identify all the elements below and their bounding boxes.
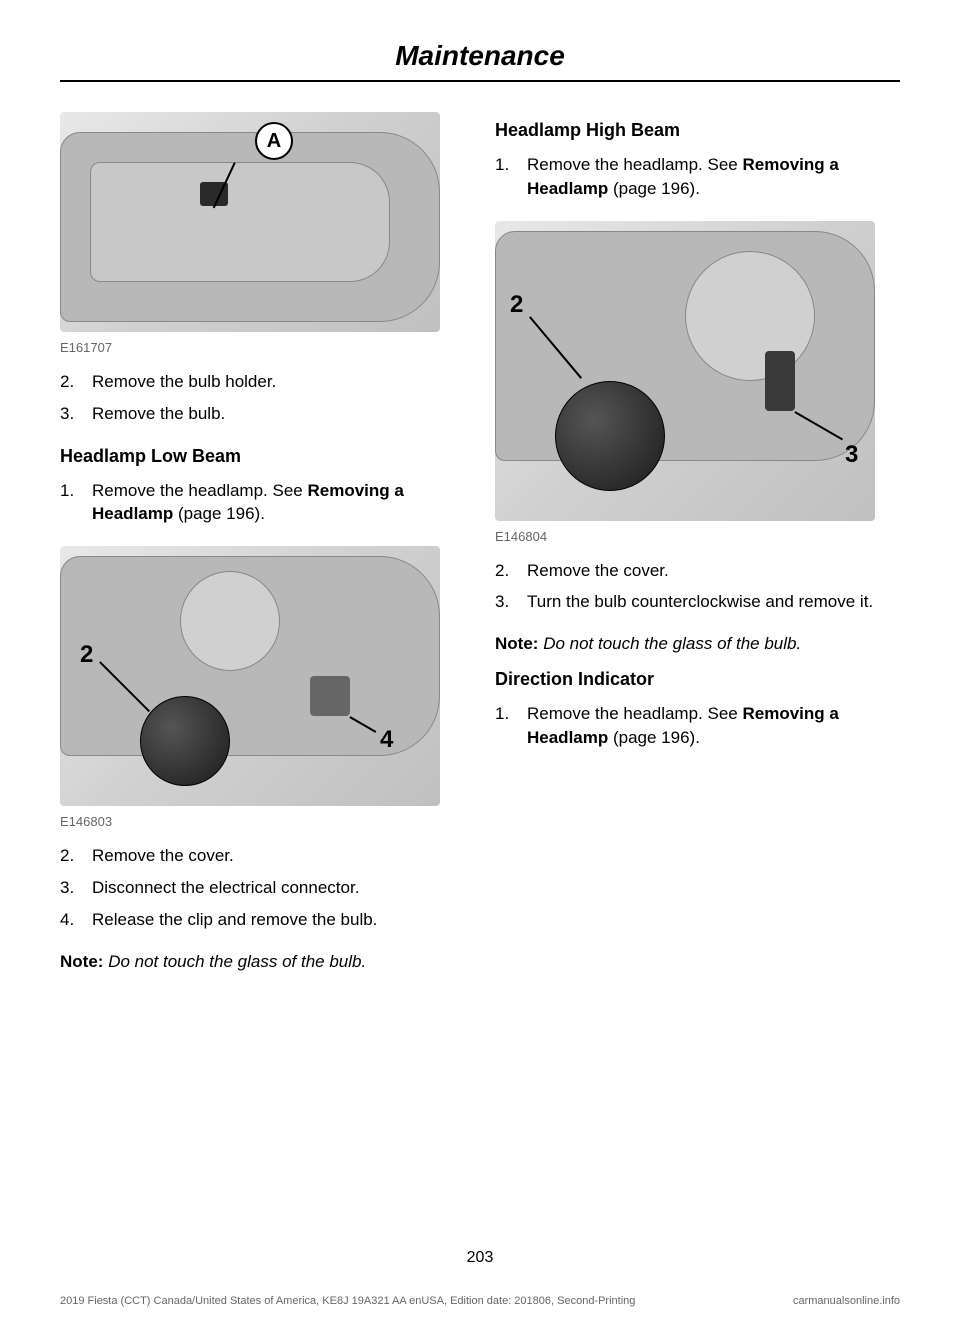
list-item: 2. Remove the cover. bbox=[60, 844, 465, 868]
diagram-side-marker: A bbox=[60, 112, 440, 332]
steps-direction-indicator: 1. Remove the headlamp. See Removing a H… bbox=[495, 702, 900, 750]
label-3: 3 bbox=[845, 441, 858, 469]
page-title: Maintenance bbox=[60, 40, 900, 72]
note-high-beam: Note: Do not touch the glass of the bulb… bbox=[495, 634, 900, 654]
note-low-beam: Note: Do not touch the glass of the bulb… bbox=[60, 952, 465, 972]
right-column: Headlamp High Beam 1. Remove the headlam… bbox=[495, 112, 900, 987]
steps-high-beam-1: 1. Remove the headlamp. See Removing a H… bbox=[495, 153, 900, 201]
step-text: Remove the headlamp. See Removing a Head… bbox=[92, 479, 465, 527]
page-header: Maintenance bbox=[60, 40, 900, 82]
left-column: A E161707 2. Remove the bulb holder. 3. … bbox=[60, 112, 465, 987]
heading-low-beam: Headlamp Low Beam bbox=[60, 446, 465, 467]
list-item: 1. Remove the headlamp. See Removing a H… bbox=[495, 153, 900, 201]
list-item: 4. Release the clip and remove the bulb. bbox=[60, 908, 465, 932]
label-2: 2 bbox=[510, 291, 523, 319]
content-area: A E161707 2. Remove the bulb holder. 3. … bbox=[60, 112, 900, 987]
heading-direction-indicator: Direction Indicator bbox=[495, 669, 900, 690]
heading-high-beam: Headlamp High Beam bbox=[495, 120, 900, 141]
label-2: 2 bbox=[80, 641, 93, 669]
list-item: 1. Remove the headlamp. See Removing a H… bbox=[495, 702, 900, 750]
list-item: 3. Remove the bulb. bbox=[60, 402, 465, 426]
steps-side-marker: 2. Remove the bulb holder. 3. Remove the… bbox=[60, 370, 465, 426]
diagram-low-beam: 2 4 bbox=[60, 546, 440, 806]
steps-low-beam-2: 2. Remove the cover. 3. Disconnect the e… bbox=[60, 844, 465, 931]
diagram-id: E161707 bbox=[60, 340, 465, 355]
label-4: 4 bbox=[380, 726, 393, 754]
label-a: A bbox=[255, 122, 293, 160]
list-item: 3. Disconnect the electrical connector. bbox=[60, 876, 465, 900]
footer-right: carmanualsonline.info bbox=[793, 1295, 900, 1307]
cover-icon bbox=[555, 381, 665, 491]
list-item: 2. Remove the cover. bbox=[495, 559, 900, 583]
steps-high-beam-2: 2. Remove the cover. 3. Turn the bulb co… bbox=[495, 559, 900, 615]
list-item: 3. Turn the bulb counterclockwise and re… bbox=[495, 590, 900, 614]
diagram-id: E146803 bbox=[60, 814, 465, 829]
diagram-high-beam: 2 3 bbox=[495, 221, 875, 521]
footer-left: 2019 Fiesta (CCT) Canada/United States o… bbox=[60, 1295, 635, 1307]
page-number: 203 bbox=[467, 1249, 494, 1267]
bulb-icon bbox=[765, 351, 795, 411]
step-text: Remove the headlamp. See Removing a Head… bbox=[527, 153, 900, 201]
list-item: 2. Remove the bulb holder. bbox=[60, 370, 465, 394]
step-text: Remove the headlamp. See Removing a Head… bbox=[527, 702, 900, 750]
diagram-id: E146804 bbox=[495, 529, 900, 544]
page-footer: 2019 Fiesta (CCT) Canada/United States o… bbox=[60, 1295, 900, 1307]
list-item: 1. Remove the headlamp. See Removing a H… bbox=[60, 479, 465, 527]
steps-low-beam-1: 1. Remove the headlamp. See Removing a H… bbox=[60, 479, 465, 527]
cover-icon bbox=[140, 696, 230, 786]
bulb-icon bbox=[310, 676, 350, 716]
